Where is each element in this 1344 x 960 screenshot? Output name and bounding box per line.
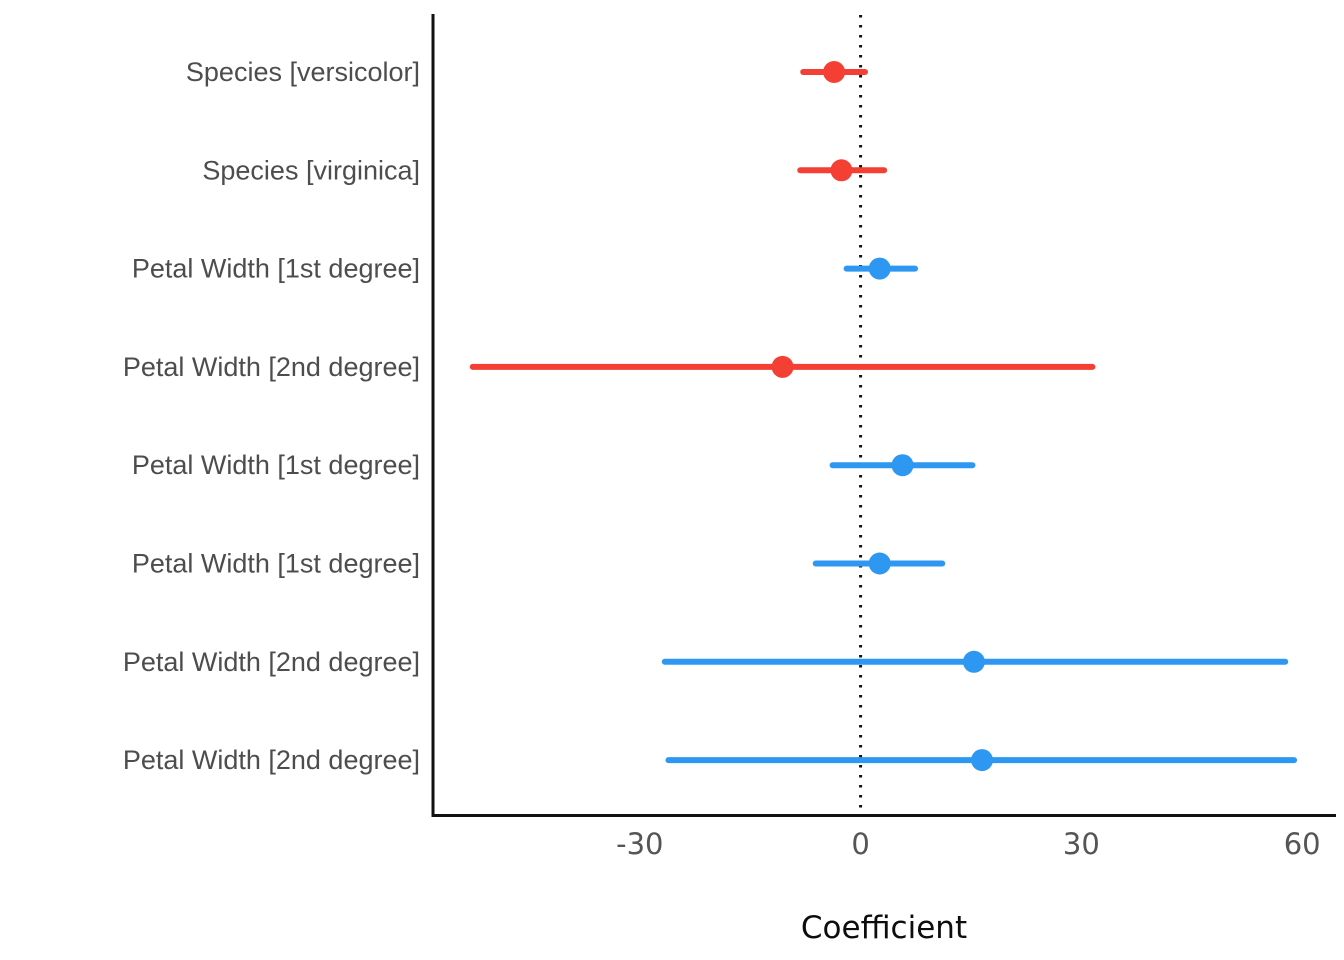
y-axis-label: Petal Width [1st degree] <box>132 450 420 480</box>
point-estimate <box>971 749 994 772</box>
x-tick-label: 0 <box>851 827 869 861</box>
point-estimate <box>771 355 794 378</box>
point-estimate <box>868 552 891 575</box>
point-estimate <box>823 61 846 83</box>
point-estimate <box>830 159 853 182</box>
chart-content: Species [versicolor] Species [virginica] P… <box>123 14 1336 861</box>
y-axis-label: Petal Width [2nd degree] <box>123 745 420 775</box>
point-estimate <box>868 257 891 280</box>
x-tick-label: 30 <box>1063 827 1100 861</box>
y-axis-label: Species [versicolor] <box>186 57 420 87</box>
y-axis-label: Petal Width [2nd degree] <box>123 647 420 677</box>
point-estimate <box>962 650 985 673</box>
x-tick-label: -30 <box>616 827 663 861</box>
x-tick-label: 60 <box>1284 827 1321 861</box>
point-estimate <box>891 454 914 477</box>
x-axis-title: Coefficient <box>801 910 967 946</box>
y-axis-label: Species [virginica] <box>202 155 420 185</box>
y-axis-label: Petal Width [2nd degree] <box>123 352 420 382</box>
y-axis-label: Petal Width [1st degree] <box>132 254 420 284</box>
y-axis-label: Petal Width [1st degree] <box>132 549 420 579</box>
